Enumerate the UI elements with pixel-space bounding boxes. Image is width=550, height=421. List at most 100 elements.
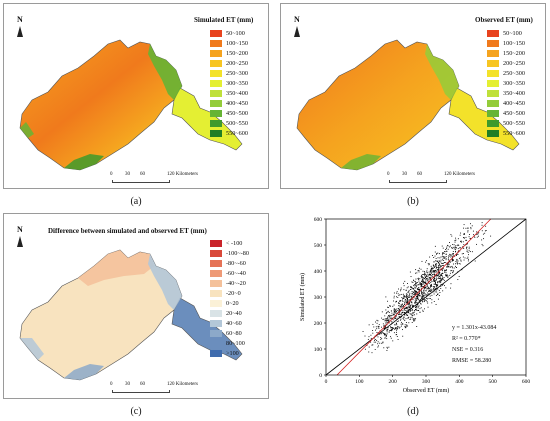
- scatter-point: [422, 295, 424, 297]
- scatter-point: [430, 275, 432, 276]
- scatter-point: [405, 307, 407, 309]
- scatter-point: [459, 263, 461, 265]
- scatter-point: [404, 324, 406, 326]
- scatter-point: [413, 305, 415, 307]
- scatter-point: [372, 332, 374, 334]
- scatter-point: [408, 299, 410, 301]
- scatter-point: [445, 272, 447, 274]
- scatter-point: [406, 298, 408, 300]
- legend-label: 100~150: [226, 39, 248, 47]
- scatter-point: [430, 276, 432, 278]
- scale-tick-30: 30: [402, 172, 407, 177]
- scatter-point: [463, 253, 464, 255]
- scatter-point: [380, 337, 382, 338]
- legend-label: 40~60: [226, 319, 242, 327]
- scatter-point: [426, 288, 428, 290]
- scatter-point: [446, 275, 448, 277]
- scatter-point: [424, 281, 426, 283]
- scatter-point: [386, 319, 388, 321]
- scatter-point: [409, 307, 411, 309]
- scatter-point: [368, 346, 370, 348]
- scatter-point: [409, 295, 411, 297]
- legend-item: 550~600: [487, 128, 525, 138]
- scatter-point: [393, 295, 395, 297]
- scatter-point: [445, 256, 447, 257]
- diff-south-blue: [64, 364, 104, 380]
- scatter-point: [421, 274, 423, 275]
- scatter-point: [406, 297, 408, 299]
- scatter-point: [396, 292, 397, 294]
- scatter-chart: 0 100 200 300 400 500 600 0 100 200 300 400 500 600 Ob…: [299, 217, 530, 394]
- scatter-point: [381, 326, 383, 328]
- fit-equation: y = 1.301x-43.084: [452, 325, 497, 331]
- scatter-point: [436, 267, 437, 269]
- scatter-point: [414, 302, 416, 304]
- legend-item: 300~350: [487, 78, 525, 88]
- scatter-point: [455, 249, 457, 251]
- scatter-point: [424, 308, 425, 310]
- scatter-point: [423, 301, 425, 303]
- scatter-point: [466, 247, 468, 249]
- scatter-point: [420, 293, 422, 295]
- scatter-point: [441, 273, 443, 275]
- scatter-point: [435, 295, 437, 297]
- scatter-point: [429, 274, 431, 276]
- scatter-point: [463, 259, 465, 261]
- scatter-point: [445, 269, 447, 271]
- scatter-point: [429, 263, 430, 265]
- scatter-point: [392, 327, 393, 329]
- scatter-point: [426, 272, 428, 274]
- scatter-point: [429, 271, 431, 273]
- scatter-point: [438, 273, 440, 275]
- scatter-point: [368, 351, 370, 353]
- scatter-point: [452, 267, 453, 269]
- scatter-point: [407, 301, 409, 302]
- scatter-point: [419, 311, 421, 313]
- scatter-point: [378, 345, 379, 347]
- scatter-point: [396, 291, 398, 293]
- scatter-point: [403, 295, 405, 297]
- y-tick-label: 100: [314, 347, 323, 353]
- scatter-point: [410, 297, 412, 299]
- scatter-point: [414, 290, 416, 292]
- legend-label: -80~-60: [226, 259, 246, 267]
- scatter-point: [393, 292, 395, 294]
- scatter-point: [403, 303, 405, 305]
- scatter-point: [401, 304, 403, 306]
- scatter-point: [403, 318, 405, 320]
- scatter-point: [447, 276, 449, 278]
- scatter-point: [416, 296, 418, 298]
- scatter-point: [417, 277, 419, 279]
- scatter-point: [415, 291, 417, 293]
- scatter-point: [429, 297, 431, 299]
- scatter-point: [405, 318, 407, 320]
- scatter-point: [418, 287, 420, 289]
- scatter-point: [443, 277, 445, 278]
- scatter-point: [372, 323, 374, 325]
- legend-swatch: [487, 99, 499, 107]
- scatter-point: [424, 287, 426, 289]
- scatter-point: [471, 225, 473, 227]
- scatter-point: [419, 283, 421, 285]
- scatter-point: [400, 313, 402, 315]
- scatter-point: [437, 261, 439, 263]
- scatter-point: [458, 275, 460, 277]
- scatter-point: [424, 293, 426, 295]
- scatter-point: [409, 299, 411, 301]
- scatter-point: [443, 285, 445, 287]
- scatter-panel: 0 100 200 300 400 500 600 0 100 200 300 400 500 600 Ob…: [280, 213, 546, 399]
- scatter-point: [414, 319, 416, 321]
- legend-label: 500~550: [226, 119, 248, 127]
- scatter-point: [435, 279, 437, 280]
- scatter-point: [442, 252, 444, 254]
- scatter-point: [445, 287, 447, 289]
- scatter-point: [383, 333, 385, 335]
- basin-east-arm: [171, 87, 243, 151]
- scatter-point: [403, 296, 405, 298]
- scatter-point: [423, 281, 424, 283]
- scatter-point: [418, 288, 420, 290]
- scatter-point: [440, 279, 442, 281]
- scatter-point: [423, 271, 425, 273]
- scatter-point: [421, 275, 423, 276]
- scatter-point: [468, 234, 470, 236]
